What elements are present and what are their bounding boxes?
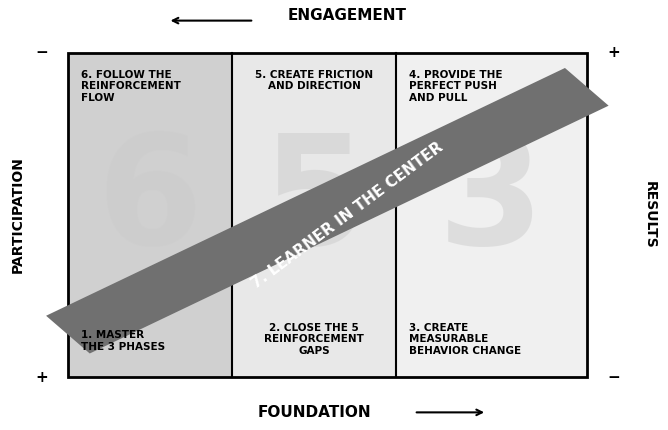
Text: 4. PROVIDE THE
PERFECT PUSH
AND PULL: 4. PROVIDE THE PERFECT PUSH AND PULL <box>409 70 503 103</box>
Text: −: − <box>35 45 47 60</box>
Text: RESULTS: RESULTS <box>643 181 657 249</box>
Text: 5. CREATE FRICTION
AND DIRECTION: 5. CREATE FRICTION AND DIRECTION <box>255 70 373 91</box>
Text: −: − <box>607 370 620 385</box>
Polygon shape <box>46 68 609 353</box>
Text: +: + <box>35 370 47 385</box>
Text: 6: 6 <box>97 128 203 276</box>
Text: 3: 3 <box>438 128 544 276</box>
Text: 6. FOLLOW THE
REINFORCEMENT
FLOW: 6. FOLLOW THE REINFORCEMENT FLOW <box>81 70 181 103</box>
FancyBboxPatch shape <box>232 52 396 378</box>
Text: PARTICIPATION: PARTICIPATION <box>11 157 25 273</box>
Text: ENGAGEMENT: ENGAGEMENT <box>288 8 407 22</box>
Text: FOUNDATION: FOUNDATION <box>257 405 371 420</box>
FancyBboxPatch shape <box>68 52 232 378</box>
Text: 3. CREATE
MEASURABLE
BEHAVIOR CHANGE: 3. CREATE MEASURABLE BEHAVIOR CHANGE <box>409 323 522 356</box>
Text: 5: 5 <box>261 128 367 276</box>
Text: 2. CLOSE THE 5
REINFORCEMENT
GAPS: 2. CLOSE THE 5 REINFORCEMENT GAPS <box>264 323 364 356</box>
Text: 7. LEARNER IN THE CENTER: 7. LEARNER IN THE CENTER <box>248 139 446 291</box>
Text: 1. MASTER
THE 3 PHASES: 1. MASTER THE 3 PHASES <box>81 330 166 352</box>
Text: +: + <box>607 45 620 60</box>
FancyBboxPatch shape <box>396 52 587 378</box>
